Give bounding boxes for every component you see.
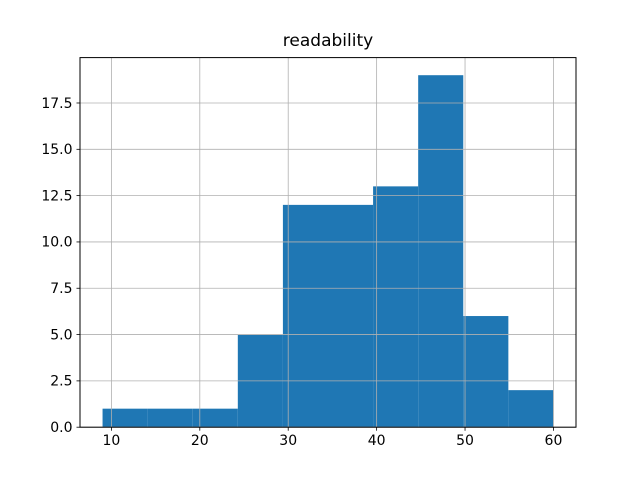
x-axis-tick-label: 40	[368, 433, 386, 449]
chart-title: readability	[283, 31, 373, 51]
histogram-bar	[508, 390, 554, 428]
y-axis-tick-label: 17.5	[41, 96, 72, 112]
histogram-bar	[463, 316, 509, 428]
histogram-bar	[418, 75, 464, 428]
y-axis-tick-label: 15.0	[41, 142, 72, 158]
histogram-bar	[328, 204, 374, 428]
x-axis-tick-label: 30	[279, 433, 297, 449]
y-axis-tick-label: 7.5	[50, 281, 72, 297]
x-axis-tick-label: 50	[456, 433, 474, 449]
histogram-bar	[192, 408, 238, 428]
y-axis-tick-label: 10.0	[41, 235, 72, 251]
axes-frame	[79, 57, 577, 428]
histogram-bar	[282, 204, 328, 428]
x-axis-tick-label: 10	[102, 433, 120, 449]
y-axis-tick-label: 2.5	[50, 374, 72, 390]
plot-frame	[79, 57, 577, 428]
histogram-bar	[373, 186, 419, 428]
histogram-bar	[102, 408, 148, 428]
y-axis-tick-label: 0.0	[50, 420, 72, 436]
histogram-bar	[147, 408, 193, 428]
ticks-layer: 10 20 30 40 50 60 0.0 2.5 5.0 7.5 10.0 12.5 15.0 17.5	[41, 96, 562, 449]
y-axis-tick-label: 5.0	[50, 327, 72, 343]
y-axis-tick-label: 12.5	[41, 188, 72, 204]
grid-layer	[80, 57, 576, 428]
x-axis-tick-label: 20	[191, 433, 209, 449]
x-axis-tick-label: 60	[545, 433, 563, 449]
